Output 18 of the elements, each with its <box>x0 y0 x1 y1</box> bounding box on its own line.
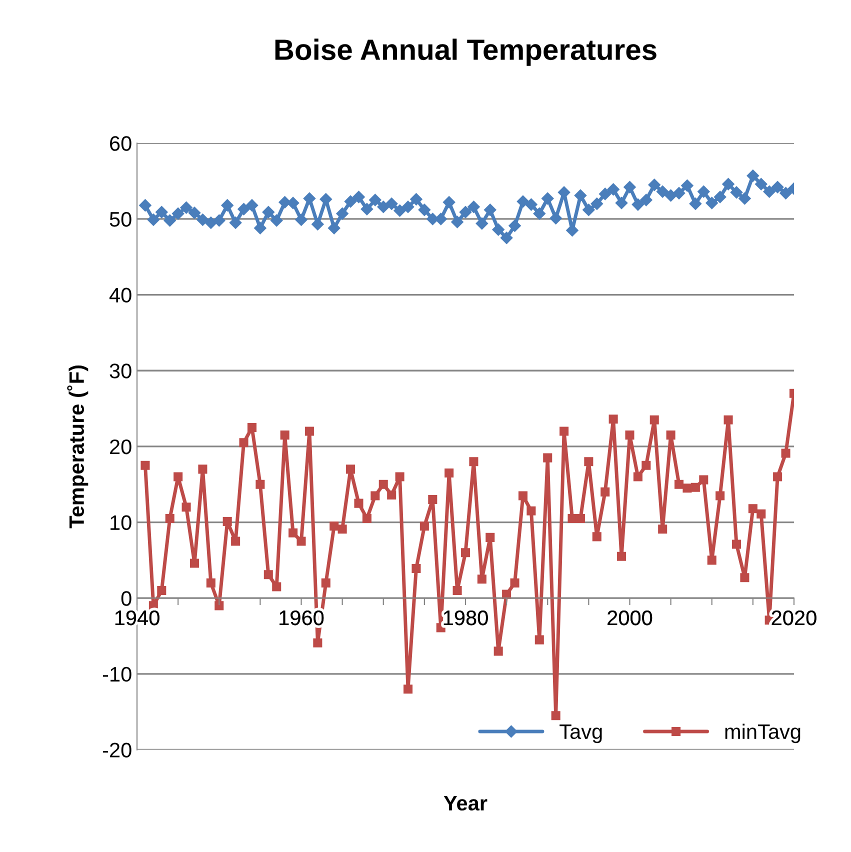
legend-label: minTavg <box>725 724 800 744</box>
x-axis-title: Year <box>444 796 488 811</box>
x-tick-label: 1940 <box>115 610 160 626</box>
y-tick-label: 50 <box>110 212 132 227</box>
y-tick-label: 60 <box>110 136 132 151</box>
y-tick-label: 20 <box>110 439 132 454</box>
y-tick-label: 0 <box>121 591 132 606</box>
x-tick-label: 2000 <box>608 610 652 626</box>
y-tick-label: -20 <box>102 742 132 758</box>
y-tick-label: 10 <box>110 515 132 530</box>
legend-label: Tavg <box>560 724 602 744</box>
x-tick-label: 2020 <box>772 610 816 626</box>
y-tick-label: -10 <box>102 666 132 682</box>
chart-title: Boise Annual Temperatures <box>275 38 656 66</box>
x-tick-label: 1980 <box>444 610 488 626</box>
y-tick-label: 30 <box>110 364 132 378</box>
y-tick-label: 40 <box>109 288 132 303</box>
y-axis-title: Temperature (˚F) <box>67 365 88 528</box>
